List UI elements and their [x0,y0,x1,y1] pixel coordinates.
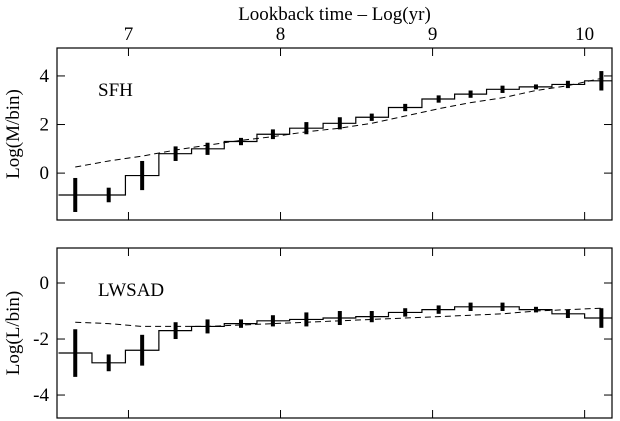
y-tick-label: 4 [40,66,50,87]
step-line [58,80,612,196]
x-tick-label: 9 [428,24,438,45]
y-axis-label: Log(L/bin) [3,291,24,375]
x-tick-label: 8 [276,24,286,45]
x-tick-label: 7 [124,24,134,45]
step-line [58,306,612,364]
y-tick-label: -4 [33,385,49,406]
x-axis-label: Lookback time – Log(yr) [238,4,431,25]
y-tick-label: 2 [40,115,50,136]
x-tick-label: 10 [575,24,594,45]
plot-frame [56,47,613,221]
y-axis-label: Log(M/bin) [3,89,24,179]
y-tick-label: 0 [40,163,50,184]
y-tick-label: -2 [33,329,49,350]
plot-frame [56,247,613,419]
y-tick-label: 0 [40,273,50,294]
panel-label: SFH [98,80,133,101]
panel-label: LWSAD [98,280,164,301]
dashed-line [75,77,602,168]
